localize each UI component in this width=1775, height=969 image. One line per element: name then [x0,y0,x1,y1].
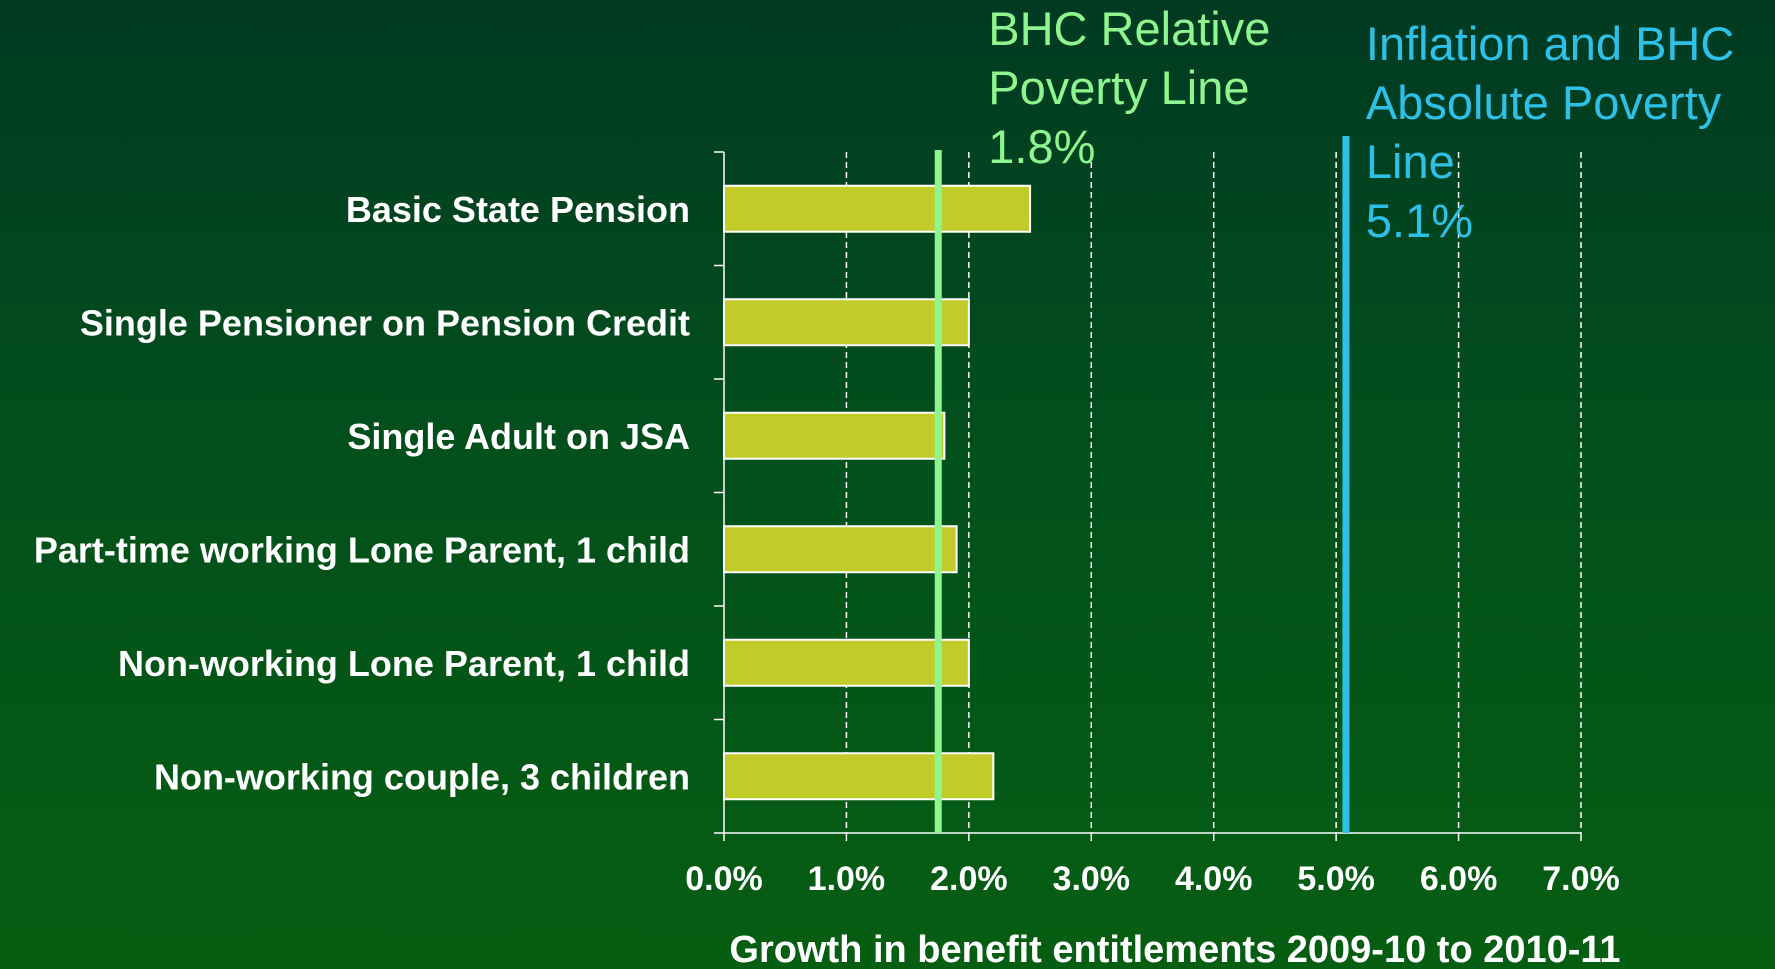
reference-line-label: BHC Relative [988,2,1270,55]
category-label: Non-working couple, 3 children [154,756,690,797]
bar [723,638,970,687]
reference-line-label: Absolute Poverty [1366,76,1722,129]
axes [714,151,1582,841]
labels: 0.0% 1.0% 2.0% 3.0% 4.0% 5.0% 6.0% 7.0% Basic St… [34,2,1734,898]
reference-lines [934,136,1350,833]
x-tick-label: 1.0% [808,860,886,898]
bar [723,411,946,460]
category-label: Non-working Lone Parent, 1 child [118,643,690,684]
reference-line-label: 1.8% [988,120,1095,173]
x-tick-label: 4.0% [1175,860,1253,898]
category-label: Basic State Pension [346,189,690,230]
x-tick-label: 5.0% [1297,860,1375,898]
category-label: Part-time working Lone Parent, 1 child [34,529,690,570]
bar [723,752,995,801]
bar [723,184,1032,233]
reference-line-label: Inflation and BHC [1366,17,1734,70]
x-tick-label: 7.0% [1542,860,1620,898]
bars [723,184,1032,801]
x-tick-label: 6.0% [1420,860,1498,898]
gridlines [845,152,1582,833]
reference-line-label: Poverty Line [988,61,1249,114]
x-tick-label: 3.0% [1053,860,1131,898]
x-axis-title: Growth in benefit entitlements 2009-10 t… [729,929,1620,969]
reference-line-label: 5.1% [1366,194,1473,247]
category-label: Single Pensioner on Pension Credit [80,302,690,343]
x-tick-label: 0.0% [685,860,763,898]
reference-line-label: Line [1366,135,1455,188]
x-tick-label: 2.0% [930,860,1008,898]
category-label: Single Adult on JSA [347,416,690,457]
bar [723,525,958,574]
bar [723,298,970,347]
